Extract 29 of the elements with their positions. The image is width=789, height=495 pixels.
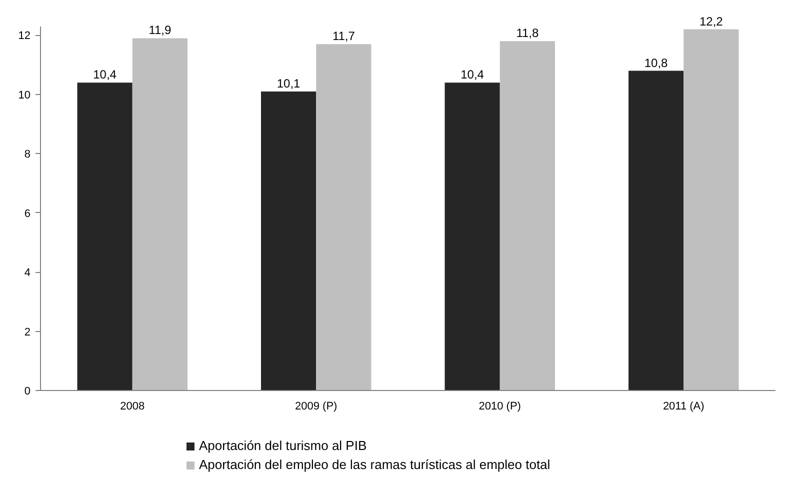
data-label: 11,9 [148, 23, 172, 38]
bar [628, 70, 684, 390]
y-tick-label: 6 [24, 208, 31, 220]
bar [316, 44, 372, 390]
y-tick-label: 2 [24, 326, 31, 338]
bar [500, 41, 555, 390]
bar [261, 91, 316, 390]
data-label: 10,8 [644, 56, 668, 70]
y-tick-label: 0 [24, 386, 31, 398]
bar [444, 82, 500, 390]
legend-label: Aportación del empleo de las ramas turísticas al empleo total [199, 457, 550, 472]
x-tick-label: 2010 (P) [478, 400, 521, 412]
y-tick-label: 8 [24, 148, 31, 161]
x-tick-label: 2011 (A) [662, 400, 704, 412]
legend-label: Aportación del turismo al PIB [199, 438, 367, 453]
data-label: 12,2 [700, 14, 724, 28]
data-label: 10,4 [460, 68, 484, 82]
data-label: 10,1 [276, 76, 301, 90]
y-tick-label: 10 [18, 89, 31, 102]
y-tick-label: 12 [18, 30, 31, 42]
data-label: 11,8 [516, 26, 539, 40]
x-tick-label: 2009 (P) [295, 400, 338, 412]
y-tick-label: 4 [24, 267, 31, 280]
bar [77, 82, 132, 390]
x-tick-label: 2008 [120, 400, 145, 412]
data-label: 10,4 [93, 68, 117, 82]
data-label: 11,7 [332, 29, 356, 44]
bar [684, 29, 739, 390]
bar [132, 38, 188, 390]
